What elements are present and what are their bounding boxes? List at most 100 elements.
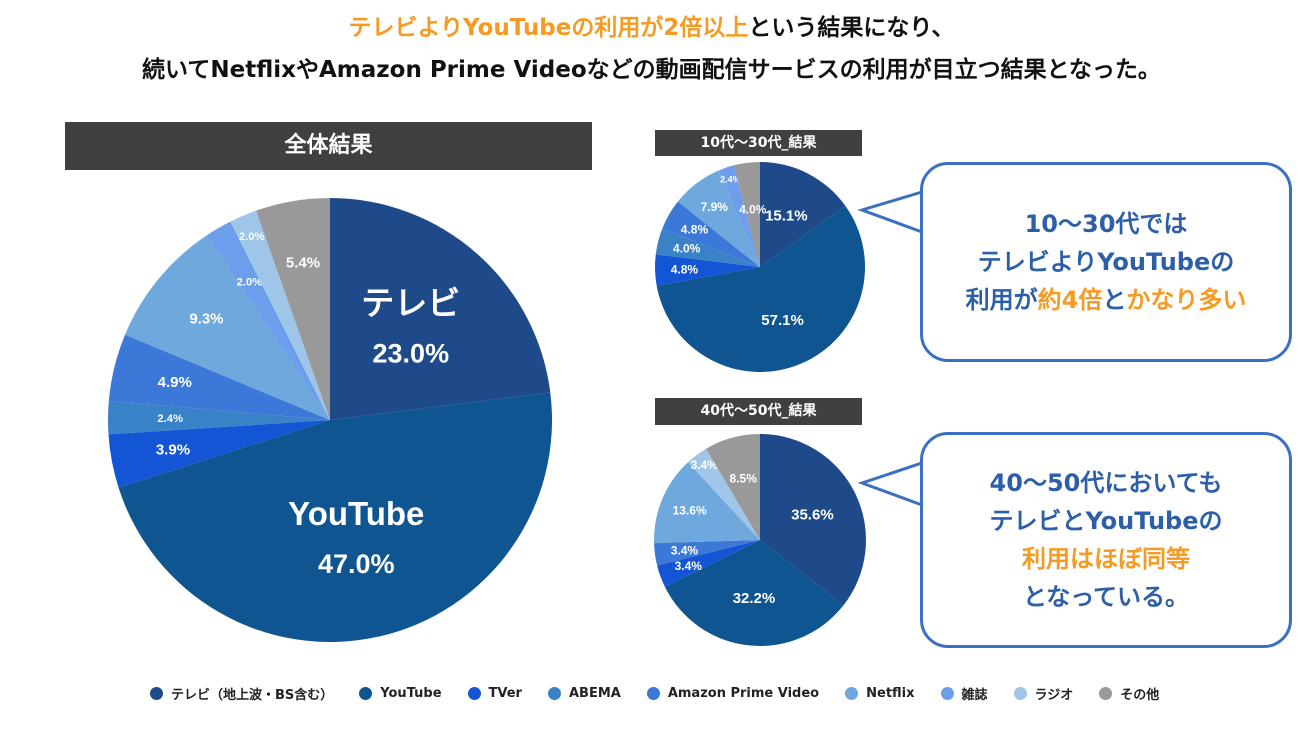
- legend-label: Amazon Prime Video: [667, 686, 820, 701]
- pie-slice-6: [718, 165, 760, 267]
- slice-value-label: 4.0%: [739, 203, 767, 217]
- callout-young: 10〜30代では テレビよりYouTubeの 利用が約4倍とかなり多い: [920, 162, 1292, 362]
- pie-slice-2: [657, 540, 760, 587]
- legend-label: その他: [1120, 688, 1160, 703]
- legend-swatch-icon: [1013, 687, 1027, 700]
- legend-item: その他: [1099, 684, 1159, 703]
- pie-slice-8: [706, 434, 760, 540]
- legend-item: YouTube: [359, 686, 442, 701]
- legend-swatch-icon: [646, 687, 660, 700]
- pie-slice-1: [118, 392, 552, 642]
- overall-header: 全体結果: [65, 122, 592, 170]
- middle-pie: 35.6% 32.2% 3.4% 3.4% 13.6% 3.4% 8.5%: [654, 434, 866, 647]
- pie-slice-7: [230, 210, 330, 420]
- c1-text: 利用が: [965, 286, 1038, 314]
- slice-value-label: 9.3%: [189, 311, 223, 328]
- slice-value-label: 2.4%: [720, 174, 741, 184]
- slice-name-label: YouTube: [288, 495, 424, 532]
- slice-value-label: 32.2%: [733, 590, 776, 607]
- pie-slice-5: [654, 462, 760, 544]
- callout1-line1: 10〜30代では: [1024, 210, 1188, 238]
- legend-item: ABEMA: [547, 686, 621, 701]
- legend-swatch-icon: [547, 687, 561, 700]
- c1-text2: と: [1102, 286, 1127, 314]
- pie-slice-5: [677, 170, 760, 267]
- slice-value-label: 2.0%: [237, 277, 263, 289]
- callout2-line1: 40〜50代においても: [989, 469, 1223, 497]
- slice-value-label: 35.6%: [791, 506, 834, 523]
- slice-value-label: 7.9%: [701, 200, 729, 214]
- slice-value-label: 23.0%: [373, 338, 450, 368]
- legend-swatch-icon: [467, 687, 481, 700]
- callout1-line3: 利用が約4倍とかなり多い: [923, 281, 1289, 319]
- headline-line2: 続いてNetflixやAmazon Prime Videoなどの動画配信サービス…: [142, 57, 1161, 83]
- callout1-line2: テレビよりYouTubeの: [977, 248, 1235, 276]
- legend-label: ABEMA: [568, 686, 621, 701]
- young-header: 10代〜30代_結果: [655, 130, 862, 156]
- legend-label: Netflix: [866, 686, 915, 701]
- pie-slice-4: [654, 540, 760, 566]
- slice-value-label: 47.0%: [318, 549, 395, 579]
- pie-slice-3: [655, 228, 760, 267]
- c1-highlight2: かなり多い: [1126, 286, 1247, 314]
- legend-item: TVer: [467, 686, 522, 701]
- pie-slice-2: [108, 420, 331, 488]
- slice-value-label: 2.4%: [157, 413, 183, 425]
- pie-slice-1: [664, 540, 844, 647]
- legend-swatch-icon: [845, 687, 859, 700]
- slice-value-label: 4.8%: [671, 262, 699, 276]
- slice-value-label: 3.4%: [691, 458, 719, 472]
- slice-value-label: 4.9%: [158, 374, 192, 391]
- pie-slice-4: [108, 334, 330, 420]
- legend-item: Amazon Prime Video: [646, 686, 820, 701]
- slice-value-label: 3.4%: [675, 559, 703, 573]
- callout2-pointer: [857, 460, 924, 508]
- legend-item: Netflix: [845, 686, 915, 701]
- slice-name-label: テレビ: [361, 284, 460, 321]
- pie-slice-4: [662, 201, 760, 267]
- c1-highlight1: 約4倍: [1037, 286, 1103, 314]
- legend-label: YouTube: [380, 686, 442, 701]
- pie-slice-0: [760, 162, 846, 267]
- callout2-line4: となっている。: [1022, 583, 1190, 611]
- slice-value-label: 3.9%: [156, 442, 190, 459]
- overall-pie: テレビ 23.0% YouTube 47.0% 3.9% 2.4% 4.9% 9.3% 2.0%…: [107, 198, 552, 642]
- slice-value-label: 4.8%: [681, 222, 709, 236]
- pie-slice-6: [206, 221, 330, 420]
- young-pie: 15.1% 57.1% 4.8% 4.0% 4.8% 7.9% 2.4% 4.0%: [655, 162, 865, 373]
- slice-value-label: 8.5%: [730, 472, 758, 486]
- callout1-pointer: [857, 189, 924, 235]
- slice-value-label: 57.1%: [761, 312, 804, 329]
- middle-header: 40代〜50代_結果: [655, 398, 862, 425]
- headline-highlight: テレビよりYouTubeの利用が2倍以上: [348, 15, 749, 41]
- legend-label: テレビ（地上波・BS含む）: [171, 688, 334, 703]
- legend-item: テレビ（地上波・BS含む）: [150, 684, 333, 703]
- legend-swatch-icon: [1099, 687, 1113, 700]
- pie-slice-8: [256, 198, 330, 420]
- legend-label: TVer: [488, 686, 522, 701]
- legend-label: 雑誌: [961, 688, 988, 703]
- callout2-line3: 利用はほぼ同等: [1022, 545, 1190, 573]
- slice-value-label: 3.4%: [671, 543, 699, 557]
- legend-swatch-icon: [150, 687, 163, 700]
- legend-item: ラジオ: [1013, 684, 1073, 703]
- pie-slice-7: [687, 448, 760, 540]
- slice-value-label: 4.0%: [673, 242, 701, 256]
- slice-value-label: 2.0%: [239, 231, 265, 243]
- pie-slice-2: [655, 254, 760, 286]
- pie-slice-3: [107, 400, 330, 435]
- callout2-line2: テレビとYouTubeの: [989, 507, 1223, 535]
- pie-slice-0: [330, 198, 551, 420]
- headline-rest: という結果になり、: [748, 15, 955, 41]
- legend-swatch-icon: [359, 687, 373, 700]
- pie-slice-0: [760, 434, 866, 606]
- legend: テレビ（地上波・BS含む） YouTube TVer ABEMA Amazon Prim…: [150, 684, 1159, 703]
- pie-slice-8: [733, 162, 760, 267]
- legend-swatch-icon: [940, 687, 954, 700]
- slice-value-label: 5.4%: [286, 254, 320, 271]
- slice-value-label: 13.6%: [673, 503, 707, 517]
- pie-slice-5: [125, 235, 330, 420]
- pie-slice-1: [656, 205, 865, 373]
- callout-middle: 40〜50代においても テレビとYouTubeの 利用はほぼ同等 となっている。: [920, 432, 1292, 648]
